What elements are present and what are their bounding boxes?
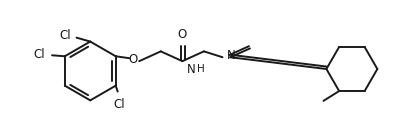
- Text: N: N: [187, 63, 196, 76]
- Text: O: O: [178, 28, 187, 41]
- Text: Cl: Cl: [59, 29, 70, 42]
- Text: O: O: [129, 53, 138, 66]
- Text: Cl: Cl: [34, 48, 45, 61]
- Text: N: N: [226, 49, 235, 62]
- Text: H: H: [197, 64, 205, 74]
- Text: Cl: Cl: [114, 98, 126, 111]
